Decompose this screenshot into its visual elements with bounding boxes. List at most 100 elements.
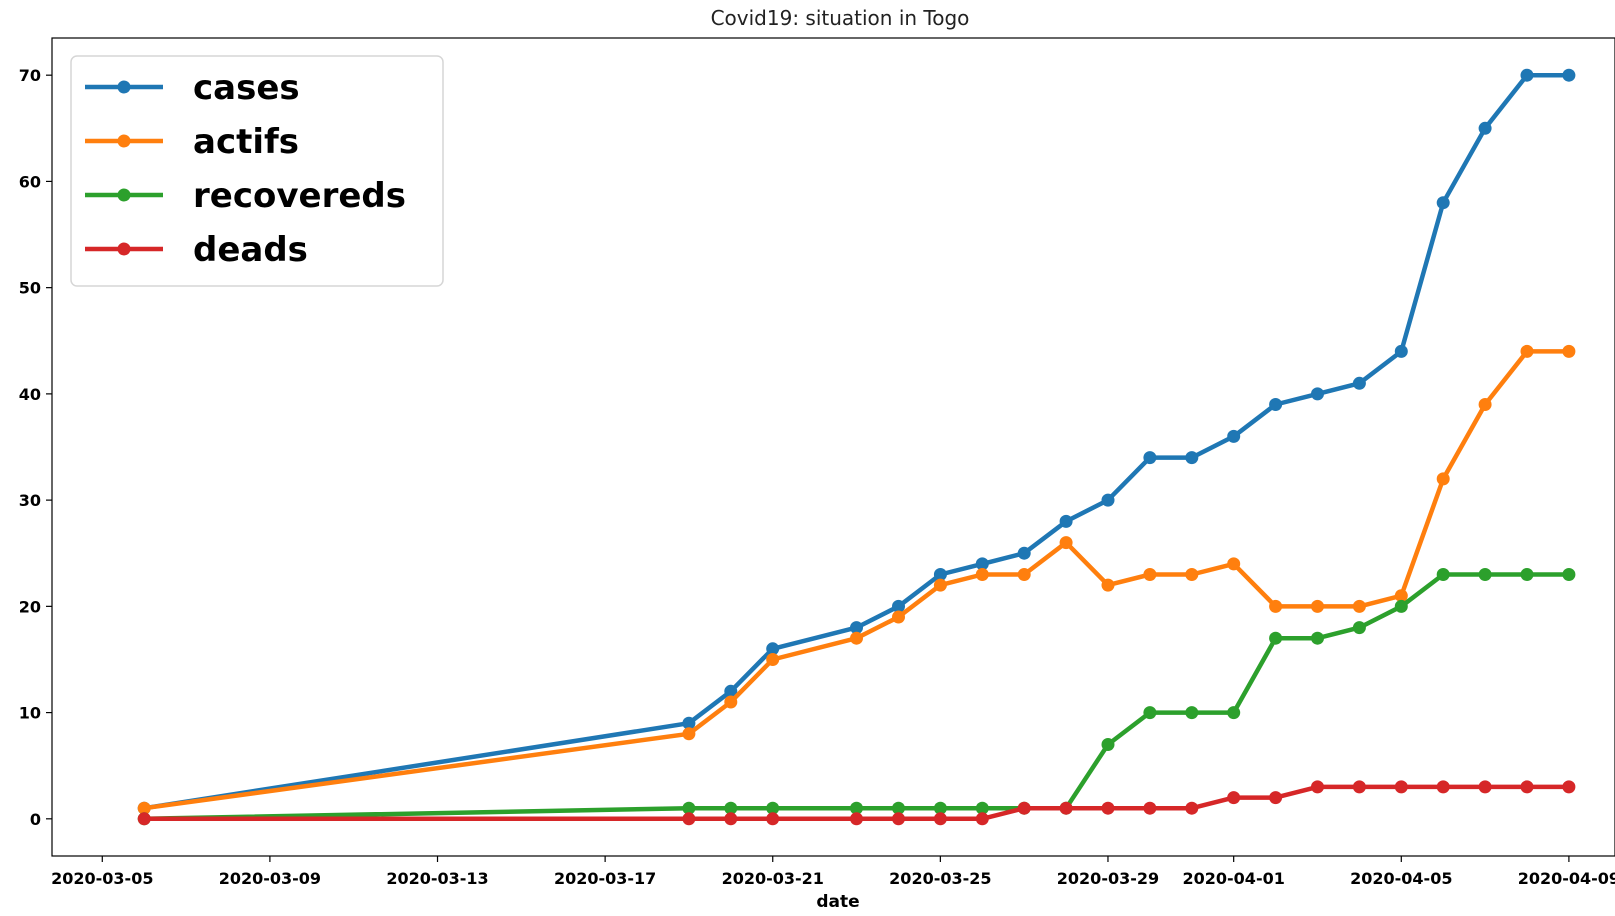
legend-box — [70, 55, 444, 287]
data-point-deads — [1520, 780, 1534, 794]
data-point-actifs — [1520, 344, 1534, 358]
x-tick-label: 2020-04-01 — [1183, 869, 1285, 888]
data-point-recovereds — [1394, 599, 1408, 613]
legend-swatch-marker — [117, 80, 131, 94]
legend-swatch-marker — [117, 134, 131, 148]
data-point-cases — [1311, 387, 1324, 401]
data-point-deads — [682, 812, 696, 826]
data-point-cases — [892, 599, 905, 613]
data-point-cases — [1352, 376, 1366, 390]
series-cases — [137, 68, 1576, 815]
data-point-actifs — [1436, 472, 1450, 486]
y-tick-label: 50 — [19, 279, 41, 298]
data-point-actifs — [1101, 578, 1115, 592]
data-point-deads — [1143, 801, 1157, 815]
data-point-cases — [1394, 344, 1408, 358]
data-point-deads — [1059, 801, 1073, 815]
x-tick-label: 2020-04-05 — [1350, 869, 1452, 888]
data-point-recovereds — [682, 801, 696, 815]
data-point-deads — [1269, 791, 1283, 805]
data-point-deads — [1562, 780, 1576, 794]
data-point-cases — [1436, 196, 1450, 210]
data-point-deads — [1101, 801, 1115, 815]
x-axis-label: date — [816, 892, 859, 912]
data-point-cases — [975, 557, 989, 571]
data-point-cases — [1269, 398, 1283, 411]
data-point-deads — [724, 812, 738, 826]
legend-entry-cases: cases — [85, 68, 300, 108]
y-tick-label: 20 — [19, 597, 41, 616]
data-point-recovereds — [1436, 568, 1450, 581]
data-point-recovereds — [1227, 706, 1241, 720]
data-point-deads — [1352, 780, 1366, 794]
data-point-deads — [1227, 791, 1241, 805]
series-actifs — [137, 344, 1576, 815]
y-tick-label: 70 — [19, 66, 41, 85]
data-point-actifs — [1185, 568, 1199, 581]
data-point-recovereds — [1562, 568, 1576, 581]
data-point-recovereds — [1311, 631, 1324, 645]
data-point-cases — [1227, 429, 1241, 443]
y-tick-label: 60 — [19, 172, 41, 191]
series-line-actifs — [141, 349, 1572, 811]
data-point-deads — [1394, 780, 1408, 794]
data-point-actifs — [1269, 599, 1283, 613]
data-point-deads — [1436, 780, 1450, 794]
data-point-deads — [1017, 801, 1031, 815]
data-point-actifs — [850, 631, 863, 645]
chart-title: Covid19: situation in Togo — [711, 6, 970, 30]
data-point-actifs — [766, 653, 780, 666]
x-tick-label: 2020-03-09 — [219, 869, 321, 888]
legend-label: deads — [193, 230, 308, 270]
x-tick-label: 2020-03-17 — [554, 869, 656, 888]
data-point-recovereds — [892, 801, 905, 815]
data-point-actifs — [1562, 344, 1576, 358]
data-point-recovereds — [1269, 631, 1283, 645]
series-line-recovereds — [141, 572, 1572, 822]
legend-label: cases — [193, 68, 300, 108]
legend-label: actifs — [193, 122, 299, 162]
data-point-deads — [1311, 780, 1324, 794]
legend-entry-recovereds: recovereds — [85, 176, 406, 216]
data-point-actifs — [1017, 568, 1031, 581]
data-point-actifs — [1059, 536, 1073, 550]
series-line-deads — [141, 784, 1572, 822]
data-point-actifs — [1394, 589, 1408, 603]
data-point-recovereds — [1478, 568, 1492, 581]
data-point-cases — [766, 642, 780, 656]
data-point-cases — [850, 621, 863, 635]
data-point-actifs — [682, 727, 696, 741]
data-point-recovereds — [975, 801, 989, 815]
x-tick-label: 2020-03-13 — [386, 869, 488, 888]
data-point-recovereds — [1352, 621, 1366, 635]
data-point-actifs — [1478, 398, 1492, 411]
data-point-deads — [933, 812, 947, 826]
data-point-cases — [1101, 493, 1115, 507]
series-line-cases — [141, 72, 1572, 811]
legend-label: recovereds — [193, 176, 406, 216]
legend: cases actifs recovereds deads — [70, 55, 444, 287]
y-tick-label: 30 — [19, 491, 41, 510]
series-deads — [137, 780, 1576, 826]
data-point-cases — [682, 716, 696, 730]
x-tick-label: 2020-03-05 — [51, 869, 153, 888]
data-point-recovereds — [850, 801, 863, 815]
data-point-cases — [933, 568, 947, 581]
series-layer — [137, 68, 1576, 826]
data-point-recovereds — [1520, 568, 1534, 581]
data-point-deads — [850, 812, 863, 826]
y-tick-label: 10 — [19, 704, 41, 723]
data-point-deads — [137, 812, 151, 826]
data-point-actifs — [1352, 599, 1366, 613]
legend-entry-deads: deads — [85, 230, 308, 270]
data-point-recovereds — [766, 801, 780, 815]
x-tick-label: 2020-04-09 — [1518, 869, 1615, 888]
data-point-recovereds — [933, 801, 947, 815]
data-point-cases — [1143, 451, 1157, 465]
data-point-actifs — [1143, 568, 1157, 581]
data-point-cases — [1520, 68, 1534, 82]
data-point-cases — [1478, 121, 1492, 135]
data-point-cases — [1059, 514, 1073, 528]
x-tick-label: 2020-03-29 — [1057, 869, 1159, 888]
